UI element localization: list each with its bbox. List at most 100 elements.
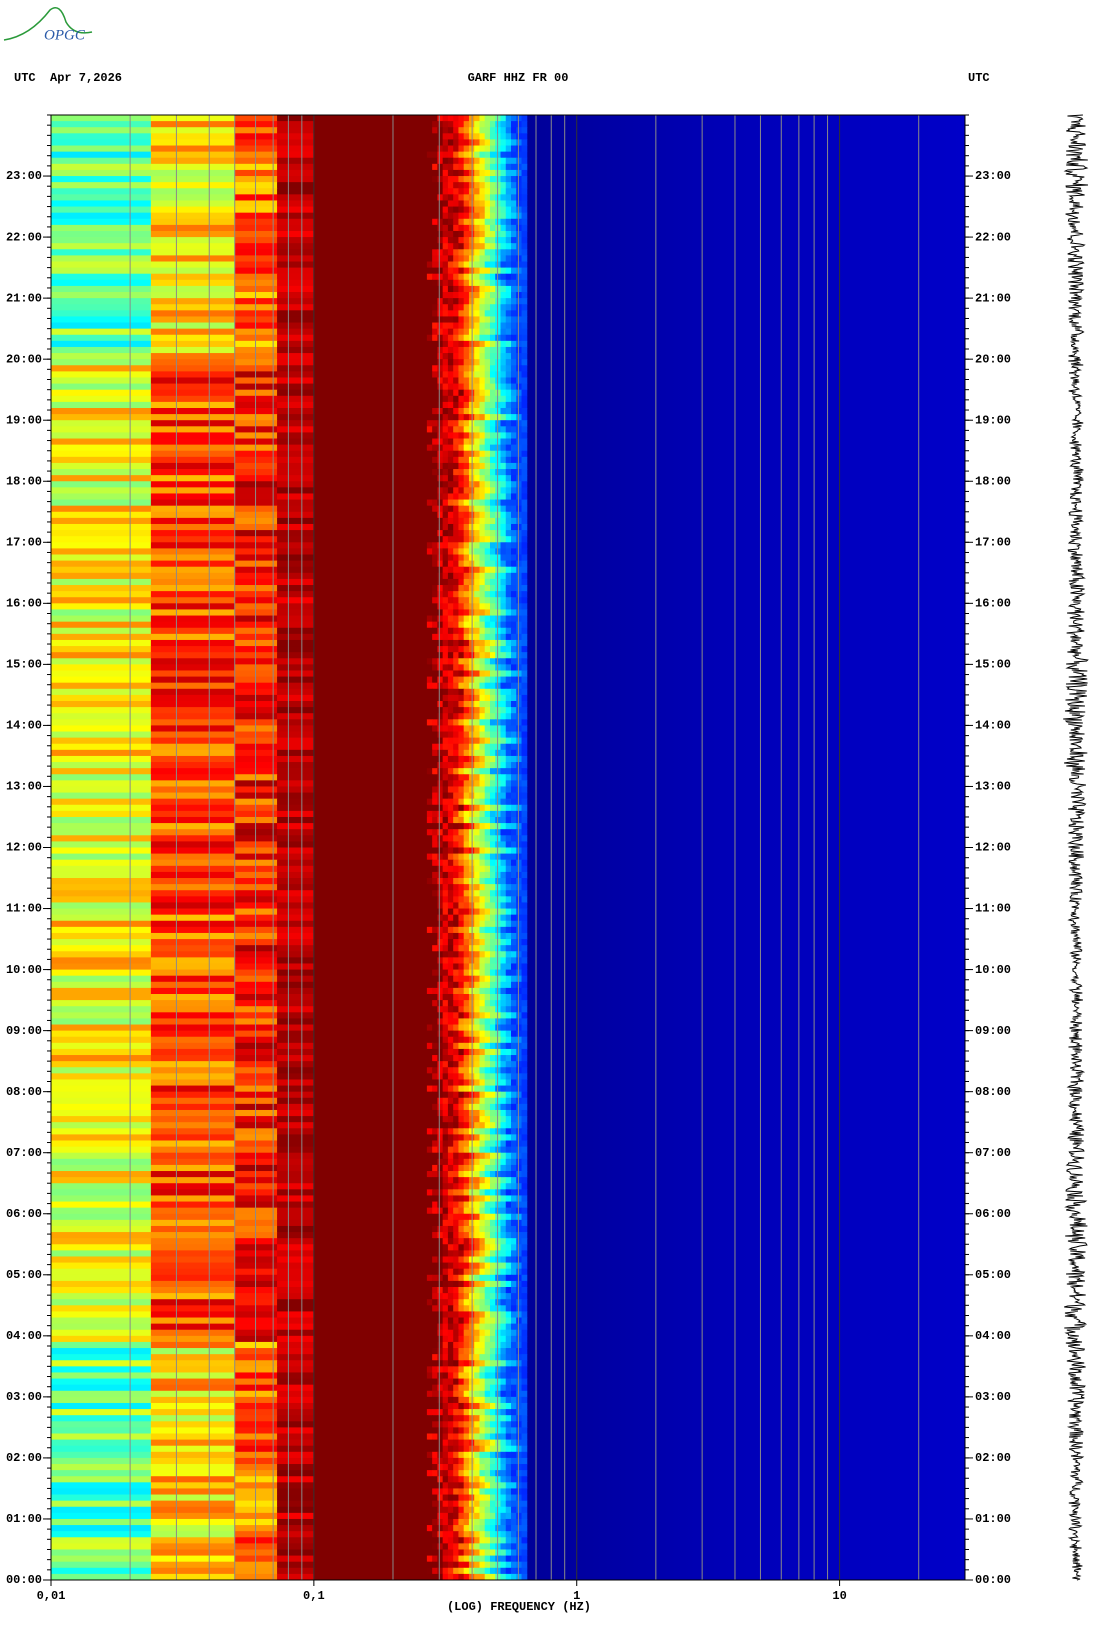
spectrogram	[51, 115, 966, 1581]
spectrum-cell	[505, 945, 512, 952]
spectrum-cell	[51, 1171, 152, 1178]
spectrum-cell	[505, 1183, 512, 1190]
spectrum-cell	[453, 749, 459, 757]
spectrum-cell	[277, 676, 315, 684]
spectrum-cell	[426, 316, 433, 324]
spectrum-cell	[505, 1232, 512, 1239]
spectrum-cell	[474, 1024, 480, 1032]
spectrum-cell	[516, 1091, 523, 1099]
spectrum-cell	[150, 310, 236, 317]
spectrum-cell	[235, 322, 278, 330]
spectrum-cell	[463, 1134, 470, 1141]
spectrum-cell	[511, 743, 517, 751]
spectrum-cell	[432, 163, 438, 171]
spectrum-cell	[495, 566, 501, 574]
logo: OPGC	[3, 7, 93, 43]
spectrum-cell	[516, 871, 523, 879]
spectrum-cell	[458, 511, 465, 519]
spectrum-cell	[479, 292, 486, 299]
spectrum-cell	[447, 121, 454, 128]
spectrum-cell	[235, 725, 278, 733]
spectrum-cell	[458, 1366, 465, 1373]
spectrum-cell	[277, 389, 315, 397]
spectrum-cell	[313, 200, 428, 208]
spectrum-cell	[426, 920, 433, 928]
spectrum-cell	[521, 1091, 528, 1099]
spectrum-cell	[437, 1354, 444, 1361]
spectrum-cell	[432, 896, 438, 903]
spectrum-cell	[458, 127, 465, 134]
spectrum-cell	[495, 1189, 501, 1196]
spectrum-cell	[432, 945, 438, 952]
spectrum-cell	[489, 1250, 496, 1257]
spectrum-cell	[432, 1030, 438, 1038]
spectrum-cell	[511, 322, 517, 330]
spectrum-cell	[426, 1348, 433, 1355]
spectrum-cell	[463, 432, 470, 440]
spectrum-cell	[500, 1287, 507, 1294]
spectrum-cell	[313, 1177, 428, 1184]
spectrum-cell	[453, 328, 459, 336]
spectrum-cell	[511, 1109, 517, 1117]
spectrum-cell	[495, 176, 501, 183]
spectrum-cell	[432, 1116, 438, 1123]
spectrum-cell	[521, 737, 528, 745]
spectrum-cell	[463, 755, 470, 763]
spectrum-cell	[432, 1293, 438, 1300]
spectrum-cell	[458, 145, 465, 153]
spectrum-cell	[495, 701, 501, 708]
spectrum-cell	[447, 1164, 454, 1172]
spectrum-cell	[442, 1073, 449, 1080]
spectrum-cell	[437, 206, 444, 214]
spectrum-cell	[150, 701, 236, 708]
spectrum-cell	[489, 481, 496, 488]
spectrum-cell	[432, 560, 438, 568]
spectrum-cell	[458, 1122, 465, 1129]
spectrum-cell	[51, 1103, 152, 1111]
spectrum-cell	[495, 1061, 501, 1068]
spectrum-cell	[516, 450, 523, 458]
spectrum-cell	[235, 353, 278, 360]
spectrum-cell	[432, 444, 438, 452]
spectrum-cell	[489, 157, 496, 165]
spectrum-cell	[277, 664, 315, 671]
spectrum-cell	[150, 194, 236, 201]
spectrum-cell	[500, 829, 507, 836]
spectrum-cell	[432, 829, 438, 836]
spectrum-cell	[51, 487, 152, 494]
spectrum-cell	[447, 633, 454, 641]
spectrum-cell	[479, 1232, 486, 1239]
spectrum-cell	[495, 554, 501, 562]
spectrum-cell	[313, 1103, 428, 1111]
spectrum-cell	[479, 1293, 486, 1300]
spectrum-cell	[500, 1048, 507, 1056]
spectrum-cell	[511, 304, 517, 311]
spectrum-cell	[51, 212, 152, 220]
spectrum-cell	[474, 237, 480, 244]
spectrum-cell	[447, 273, 454, 281]
spectrum-cell	[442, 1012, 449, 1019]
spectrum-cell	[150, 1122, 236, 1129]
spectrum-cell	[432, 1000, 438, 1007]
spectrum-cell	[511, 1091, 517, 1099]
spectrum-cell	[500, 1335, 507, 1343]
spectrum-cell	[521, 1152, 528, 1160]
spectrum-cell	[447, 1195, 454, 1203]
spectrum-cell	[432, 1109, 438, 1117]
spectrum-cell	[313, 206, 428, 214]
spectrum-cell	[500, 237, 507, 244]
spectrum-cell	[51, 548, 152, 555]
spectrum-cell	[484, 566, 491, 574]
spectrum-cell	[479, 115, 486, 122]
spectrum-cell	[426, 926, 433, 934]
spectrum-cell	[521, 1018, 528, 1026]
spectrum-cell	[447, 1006, 454, 1013]
spectrum-cell	[426, 359, 433, 366]
spectrum-cell	[51, 365, 152, 372]
spectrum-cell	[447, 218, 454, 226]
spectrum-cell	[489, 1103, 496, 1111]
spectrum-cell	[516, 1128, 523, 1135]
spectrum-cell	[426, 572, 433, 580]
spectrum-cell	[432, 1250, 438, 1257]
spectrum-cell	[453, 1366, 459, 1373]
